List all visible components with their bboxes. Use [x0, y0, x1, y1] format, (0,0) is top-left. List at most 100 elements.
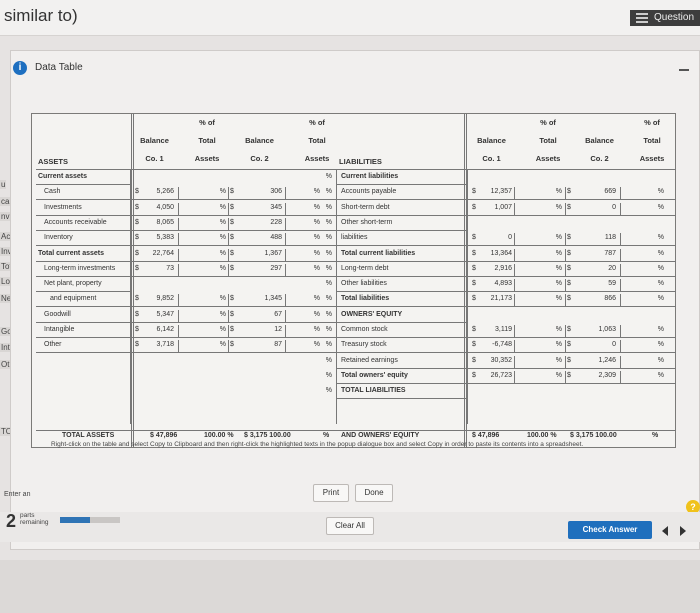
grid-line: [36, 352, 130, 354]
header-co1: Co. 1: [482, 154, 501, 163]
minimize-icon[interactable]: [679, 69, 689, 71]
currency-symbol: $: [567, 264, 571, 272]
header-total: Total: [198, 136, 216, 145]
grid-line: [468, 291, 676, 293]
currency-symbol: $: [230, 341, 234, 349]
grid-line: [178, 233, 179, 246]
dialog-title: Data Table: [35, 62, 83, 73]
header-assets: Assets: [535, 154, 561, 163]
total-liab-co1-pct: 100.00 %: [527, 432, 557, 439]
liability-co2-value: 669: [604, 188, 616, 196]
grid-line: [337, 169, 467, 170]
asset-co1-value: 73: [166, 264, 174, 272]
total-liab-co2: $ 3,175 100.00: [570, 432, 617, 439]
liability-co2-value: 0: [612, 341, 616, 349]
liability-co2-value: 866: [604, 295, 616, 303]
liability-label: Common stock: [341, 326, 388, 333]
pct-marker: %: [325, 295, 332, 303]
liability-co1-value: -6,748: [492, 341, 512, 349]
parts-remaining-label: parts remaining: [20, 512, 49, 526]
grid-line: [337, 275, 467, 277]
pct-marker: %: [325, 249, 332, 257]
grid-line: [132, 321, 336, 323]
liability-co1-value: 4,893: [494, 280, 512, 288]
liability-co1-value: 2,916: [494, 264, 512, 272]
asset-label: Inventory: [44, 234, 73, 242]
asset-co2-pct: %: [313, 234, 320, 242]
header-pct-of: % of: [644, 118, 660, 127]
background-fragment: Lor: [0, 277, 14, 286]
grid-line: [228, 233, 229, 246]
liability-label: Other liabilities: [341, 280, 387, 288]
print-button[interactable]: Print: [313, 484, 349, 502]
grid-line: [337, 382, 467, 384]
asset-co2-value: 1,367: [264, 249, 282, 257]
header-pct-of: % of: [540, 118, 556, 127]
liability-label: Accounts payable: [341, 188, 397, 196]
asset-co2-value: 12: [274, 326, 282, 333]
liability-co2-pct: %: [657, 264, 664, 272]
clear-all-button[interactable]: Clear All: [326, 517, 374, 535]
grid-line: [337, 352, 467, 354]
currency-symbol: $: [230, 295, 234, 303]
question-menu-button[interactable]: Question: [630, 10, 700, 26]
grid-line: [565, 233, 566, 246]
check-answer-button[interactable]: Check Answer: [568, 521, 652, 539]
liability-co1-value: 26,723: [490, 371, 512, 379]
grid-line: [228, 294, 229, 307]
grid-line: [178, 309, 179, 322]
pct-marker: %: [325, 264, 332, 272]
grid-line: [468, 352, 676, 354]
grid-line: [620, 294, 621, 307]
header-pct-of: % of: [199, 118, 215, 127]
currency-symbol: $: [230, 234, 234, 242]
grid-line: [285, 233, 286, 246]
currency-symbol: $: [567, 203, 571, 211]
grid-line: [565, 187, 566, 200]
bottom-background: [0, 560, 700, 613]
grid-line: [514, 233, 515, 246]
help-icon[interactable]: ?: [686, 500, 700, 514]
grid-line: [285, 187, 286, 200]
grid-line: [565, 355, 566, 368]
background-fragment: Go: [0, 327, 13, 336]
background-fragment: ca: [0, 197, 11, 206]
grid-line: [337, 291, 467, 293]
asset-co1-value: 5,383: [156, 234, 174, 242]
currency-symbol: $: [472, 295, 476, 303]
header-pct-of: % of: [309, 118, 325, 127]
liability-label: Total owners' equity: [341, 371, 408, 379]
currency-symbol: $: [472, 326, 476, 333]
currency-symbol: $: [567, 371, 571, 379]
currency-symbol: $: [135, 326, 139, 333]
grid-line: [620, 370, 621, 383]
grid-line: [620, 263, 621, 276]
grid-line: [337, 229, 467, 231]
currency-symbol: $: [472, 264, 476, 272]
asset-co1-pct: %: [219, 341, 226, 349]
grid-line: [178, 263, 179, 276]
grid-line: [228, 217, 229, 230]
header-assets: Assets: [304, 154, 330, 163]
liabilities-title: LIABILITIES: [339, 157, 382, 166]
background-fragment: Oth: [0, 360, 15, 369]
grid-line: [620, 187, 621, 200]
data-table[interactable]: % of % of Balance Total Balance Total Co. 1 Ass…: [31, 113, 676, 448]
asset-co1-value: 8,065: [156, 218, 174, 226]
grid-line: [228, 187, 229, 200]
currency-symbol: $: [135, 295, 139, 303]
grid-line: [468, 367, 676, 369]
liability-label: liabilities: [341, 234, 368, 242]
background-fragment: Inta: [0, 343, 16, 352]
next-arrow-icon[interactable]: [680, 526, 686, 536]
previous-arrow-icon[interactable]: [662, 526, 668, 536]
grid-line: [514, 325, 515, 337]
asset-co1-pct: %: [219, 203, 226, 211]
liability-label: Treasury stock: [341, 341, 387, 349]
grid-line: [36, 260, 130, 262]
currency-symbol: $: [135, 203, 139, 211]
grid-line: [620, 325, 621, 337]
currency-symbol: $: [472, 280, 476, 288]
done-button[interactable]: Done: [355, 484, 393, 502]
top-bar: similar to) Question: [0, 0, 700, 36]
